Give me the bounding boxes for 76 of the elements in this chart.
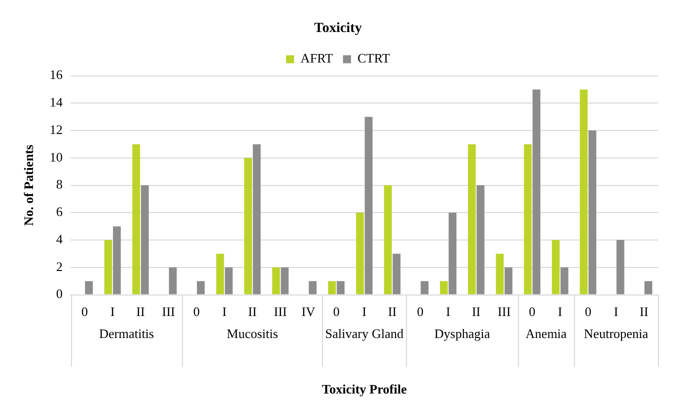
x-tick-label: II bbox=[472, 304, 481, 320]
x-tick-label: III bbox=[498, 304, 511, 320]
bar bbox=[252, 144, 261, 294]
text: Salivary Gland bbox=[325, 326, 404, 342]
bar bbox=[644, 281, 652, 294]
bar bbox=[272, 267, 280, 294]
bar bbox=[560, 267, 568, 294]
bar bbox=[420, 281, 428, 294]
bar bbox=[140, 185, 149, 294]
x-tick-label: III bbox=[162, 304, 175, 320]
legend-label: CTRT bbox=[358, 50, 390, 66]
bar bbox=[104, 240, 112, 294]
x-tick-label: 0 bbox=[528, 304, 536, 320]
bar bbox=[308, 281, 317, 294]
bar bbox=[496, 254, 504, 294]
y-tick-label: 0 bbox=[56, 286, 63, 302]
bar bbox=[132, 144, 140, 294]
x-tick-label: I bbox=[614, 304, 618, 320]
text: Dysphagia bbox=[434, 326, 490, 342]
text: Mucositis bbox=[226, 326, 278, 342]
bar bbox=[440, 281, 448, 294]
bar bbox=[552, 240, 560, 294]
x-tick-label: 0 bbox=[333, 304, 340, 320]
x-tick-label: 0 bbox=[81, 304, 88, 320]
x-tick-label: II bbox=[136, 304, 145, 320]
legend-label: AFRT bbox=[300, 50, 334, 66]
y-tick-label: 12 bbox=[50, 122, 63, 137]
bar bbox=[364, 116, 373, 294]
bar bbox=[280, 267, 289, 294]
x-tick-label: I bbox=[362, 304, 366, 320]
text: Neutropenia bbox=[584, 326, 648, 342]
x-tick-label: II bbox=[640, 304, 648, 320]
bar bbox=[468, 144, 476, 294]
bar bbox=[476, 185, 484, 294]
bar bbox=[328, 281, 336, 294]
bar bbox=[112, 226, 121, 294]
bar bbox=[85, 281, 93, 294]
bar bbox=[448, 212, 456, 294]
y-tick-label: 16 bbox=[50, 67, 64, 82]
bar bbox=[196, 281, 205, 294]
x-tick-label: 0 bbox=[416, 304, 424, 320]
x-tick-label: III bbox=[274, 304, 287, 320]
y-tick-label: 14 bbox=[50, 94, 64, 110]
text: Dermatitis bbox=[99, 326, 154, 342]
text: Anemia bbox=[526, 326, 567, 342]
bar bbox=[384, 185, 392, 294]
chart-title: Toxicity bbox=[314, 21, 362, 36]
x-tick-label: I bbox=[222, 304, 227, 320]
y-tick-label: 10 bbox=[50, 149, 63, 164]
bar bbox=[532, 89, 540, 294]
y-tick-label: 8 bbox=[56, 176, 63, 192]
x-tick-label: II bbox=[388, 304, 397, 320]
y-tick-label: 2 bbox=[56, 258, 63, 274]
x-tick-label: II bbox=[248, 304, 257, 320]
bar bbox=[616, 240, 624, 294]
y-tick-label: 6 bbox=[56, 204, 64, 220]
bar bbox=[244, 158, 252, 294]
x-tick-label: 0 bbox=[584, 304, 592, 320]
bar bbox=[504, 267, 512, 294]
bar bbox=[524, 144, 532, 294]
bar bbox=[224, 267, 233, 294]
bar bbox=[336, 281, 345, 294]
x-axis-title: Toxicity Profile bbox=[322, 382, 407, 397]
bar bbox=[356, 212, 364, 294]
bar bbox=[588, 130, 596, 294]
x-tick-label: IV bbox=[302, 304, 316, 320]
x-tick-label: I bbox=[558, 304, 562, 320]
x-tick-label: 0 bbox=[193, 304, 200, 320]
x-tick-label: I bbox=[446, 304, 450, 320]
bar bbox=[392, 254, 401, 294]
bar bbox=[580, 89, 588, 294]
bar bbox=[216, 254, 224, 294]
y-tick-label: 4 bbox=[56, 231, 64, 246]
bar bbox=[168, 267, 177, 294]
y-axis-title: No. of Patients bbox=[21, 144, 36, 226]
x-tick-label: I bbox=[110, 304, 115, 320]
